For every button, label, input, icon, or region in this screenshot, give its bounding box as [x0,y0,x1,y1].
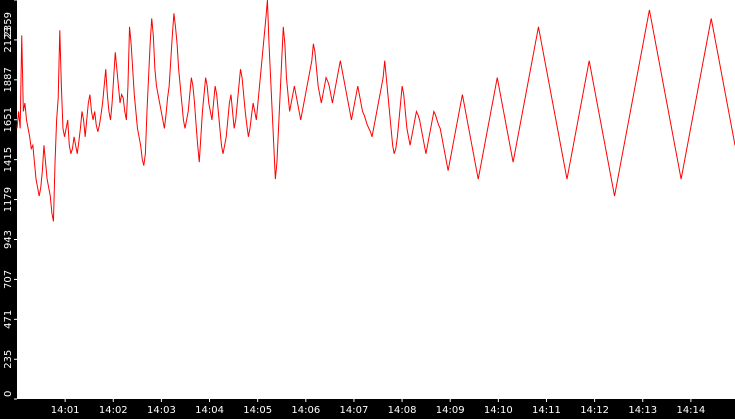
y-tick-label: 1179 [3,187,14,212]
x-tick-label: 14:14 [676,405,705,415]
y-tick-label: 471 [3,310,14,329]
x-tick-label: 14:06 [291,405,320,415]
y-tick-label: 943 [3,230,14,249]
y-tick-label: 235 [3,350,14,369]
plot-area [17,0,735,399]
x-tick-label: 14:03 [147,405,176,415]
x-tick-label: 14:01 [51,405,80,415]
y-tick-label: 707 [3,270,14,289]
y-tick-label: 0 [3,391,14,397]
x-tick-label: 14:04 [195,405,224,415]
x-tick-label: 14:08 [388,405,417,415]
x-tick-label: 14:02 [99,405,128,415]
x-tick-label: 14:10 [484,405,513,415]
series-line [16,0,735,222]
x-tick-label: 14:05 [243,405,272,415]
y-tick-label: 1887 [3,67,14,92]
x-tick-label: 14:12 [580,405,609,415]
y-tick-label: 1651 [3,107,14,132]
x-tick-label: 14:11 [532,405,561,415]
y-tick-label: 2359 [3,12,14,37]
x-tick-label: 14:09 [436,405,465,415]
y-tick-label: 1415 [3,147,14,172]
x-axis-ticks: 14:01 14:02 14:03 14:04 14:05 14:06 14:07 14:08… [51,399,705,416]
y-tick-label: 2123 [3,27,14,52]
x-tick-label: 14:13 [628,405,657,415]
x-tick-label: 14:07 [340,405,369,415]
